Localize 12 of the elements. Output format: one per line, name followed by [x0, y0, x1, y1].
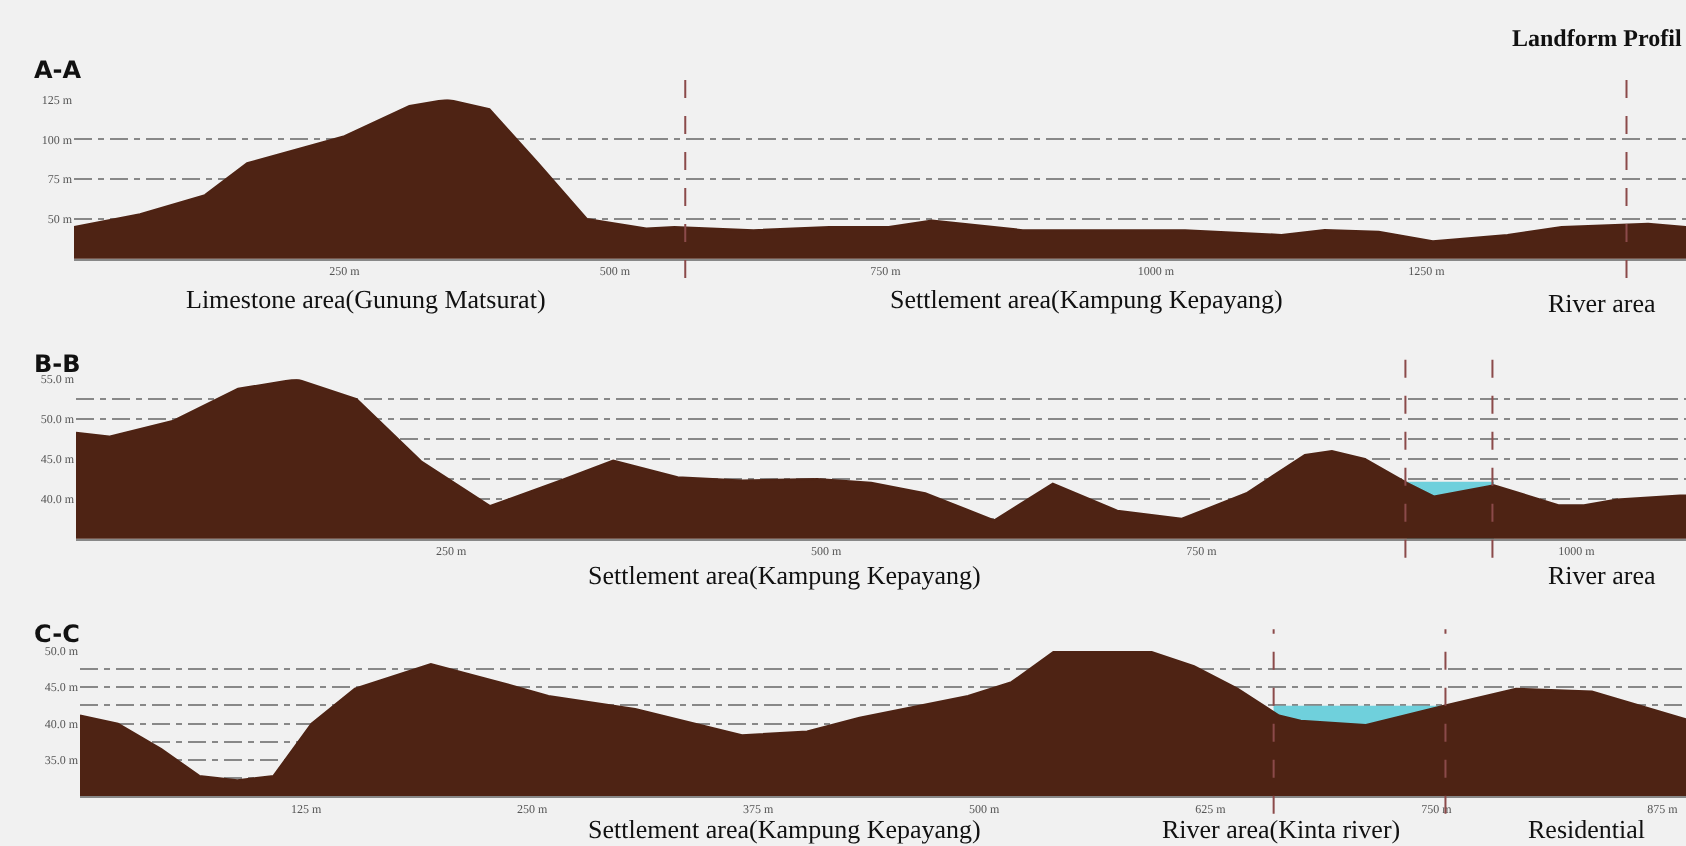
text: River area — [1548, 288, 1656, 318]
chart-title: A-A — [34, 56, 83, 84]
chart-title: C-C — [34, 620, 81, 648]
text: Settlement area(Kampung Kepayang) — [890, 284, 1283, 314]
text: Landform Profil — [1512, 24, 1683, 52]
text: River area(Kinta river) — [1162, 814, 1401, 844]
text: Limestone area(Gunung Matsurat) — [186, 284, 546, 314]
text: Residential — [1528, 814, 1646, 844]
text: Settlement area(Kampung Kepayang) — [588, 814, 981, 844]
text: River area — [1548, 560, 1656, 590]
chart-title: B-B — [34, 350, 81, 378]
text: Settlement area(Kampung Kepayang) — [588, 560, 981, 590]
